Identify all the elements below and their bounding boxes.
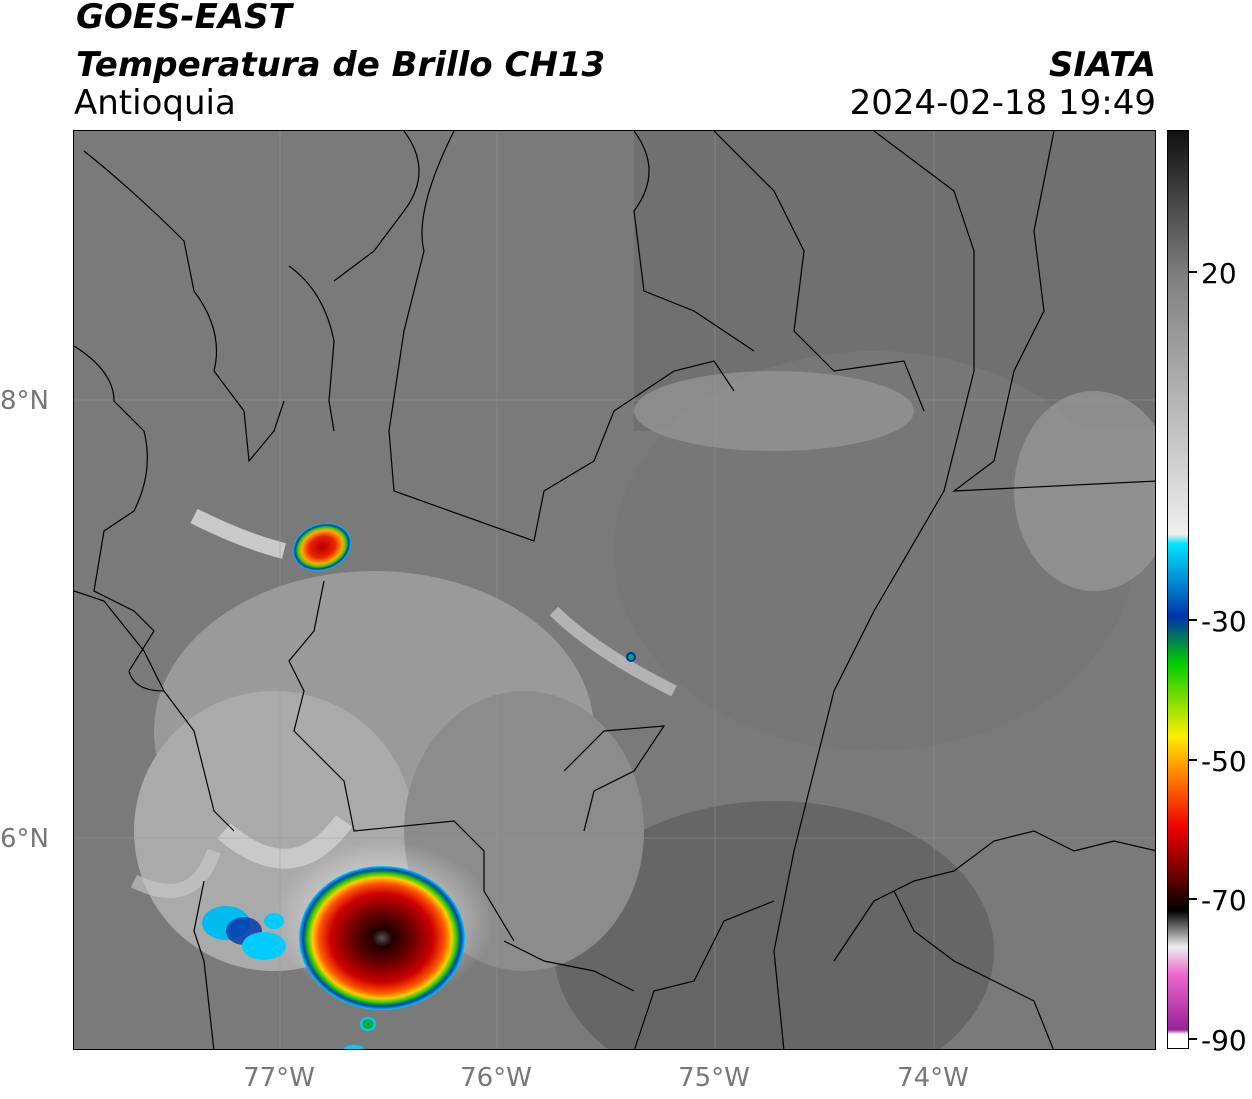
- colorbar-tick: [1189, 619, 1197, 621]
- colorbar-tick: [1189, 898, 1197, 900]
- product-title: Temperatura de Brillo CH13: [76, 45, 606, 85]
- colorbar: [1167, 130, 1189, 1049]
- lon-label-75w: 75°W: [678, 1063, 750, 1093]
- colorbar-label-minus70: -70: [1201, 884, 1247, 917]
- convective-cell-north: [292, 523, 352, 571]
- colorbar-tick: [1189, 1038, 1197, 1040]
- lat-label-8n: 8°N: [0, 386, 49, 416]
- datetime-label: 2024-02-18 19:49: [849, 83, 1156, 123]
- colorbar-label-20: 20: [1201, 257, 1237, 290]
- lon-label-74w: 74°W: [897, 1063, 969, 1093]
- colorbar-label-minus90: -90: [1201, 1024, 1247, 1057]
- lat-label-6n: 6°N: [0, 824, 49, 854]
- convective-cell-west: [202, 906, 286, 960]
- small-cell-center: [626, 652, 636, 662]
- organization-label: SIATA: [1048, 45, 1156, 85]
- lon-label-76w: 76°W: [460, 1063, 532, 1093]
- colorbar-label-minus30: -30: [1201, 605, 1247, 638]
- small-cell-south: [344, 1017, 376, 1049]
- satellite-map[interactable]: [73, 130, 1156, 1050]
- lon-label-77w: 77°W: [243, 1063, 315, 1093]
- colorbar-label-minus50: -50: [1201, 745, 1247, 778]
- colorbar-tick: [1189, 271, 1197, 273]
- satellite-title: GOES-EAST: [76, 0, 292, 37]
- map-svg: [74, 131, 1155, 1049]
- region-label: Antioquia: [74, 83, 236, 123]
- convective-cell-south: [299, 866, 465, 1010]
- colorbar-tick: [1189, 759, 1197, 761]
